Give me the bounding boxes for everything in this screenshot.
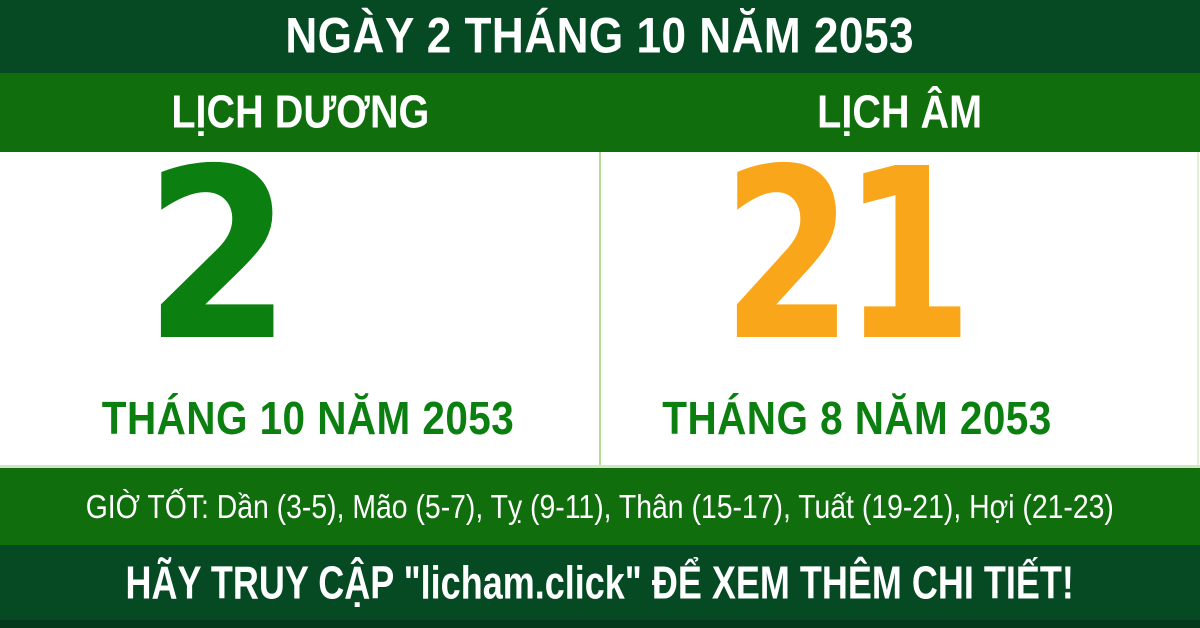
solar-day-number: 2 [144,118,292,393]
footer-cta-text: HÃY TRUY CẬP "licham.click" ĐỂ XEM THÊM … [125,556,1075,609]
tab-solar-calendar: LỊCH DƯƠNG [0,73,600,152]
panel-divider [599,152,601,465]
lunar-month-label: THÁNG 8 NĂM 2053 [662,392,1052,444]
good-hours-text: GIỜ TỐT: Dần (3-5), Mão (5-7), Tỵ (9-11)… [85,488,1115,525]
bottom-strip [0,620,1200,628]
right-edge-line [1197,152,1199,465]
solar-panel: 2 THÁNG 10 NĂM 2053 [0,138,600,465]
solar-tab-label: LỊCH DƯƠNG [170,86,430,138]
calendar-tabs-bar: LỊCH DƯƠNG LỊCH ÂM [0,73,1200,152]
tab-lunar-calendar: LỊCH ÂM [600,73,1200,152]
calendar-panels: 2 THÁNG 10 NĂM 2053 21 THÁNG 8 NĂM 2053 [0,138,1200,468]
footer-bar: HÃY TRUY CẬP "licham.click" ĐỂ XEM THÊM … [0,545,1200,620]
lunar-tab-label: LỊCH ÂM [817,86,983,138]
solar-month-label: THÁNG 10 NĂM 2053 [101,392,515,444]
lunar-panel: 21 THÁNG 8 NĂM 2053 [600,138,1200,465]
header-bar: NGÀY 2 THÁNG 10 NĂM 2053 [0,0,1200,73]
good-hours-bar: GIỜ TỐT: Dần (3-5), Mão (5-7), Tỵ (9-11)… [0,468,1200,545]
lunar-day-number: 21 [721,118,973,393]
page-title: NGÀY 2 THÁNG 10 NĂM 2053 [285,8,915,64]
